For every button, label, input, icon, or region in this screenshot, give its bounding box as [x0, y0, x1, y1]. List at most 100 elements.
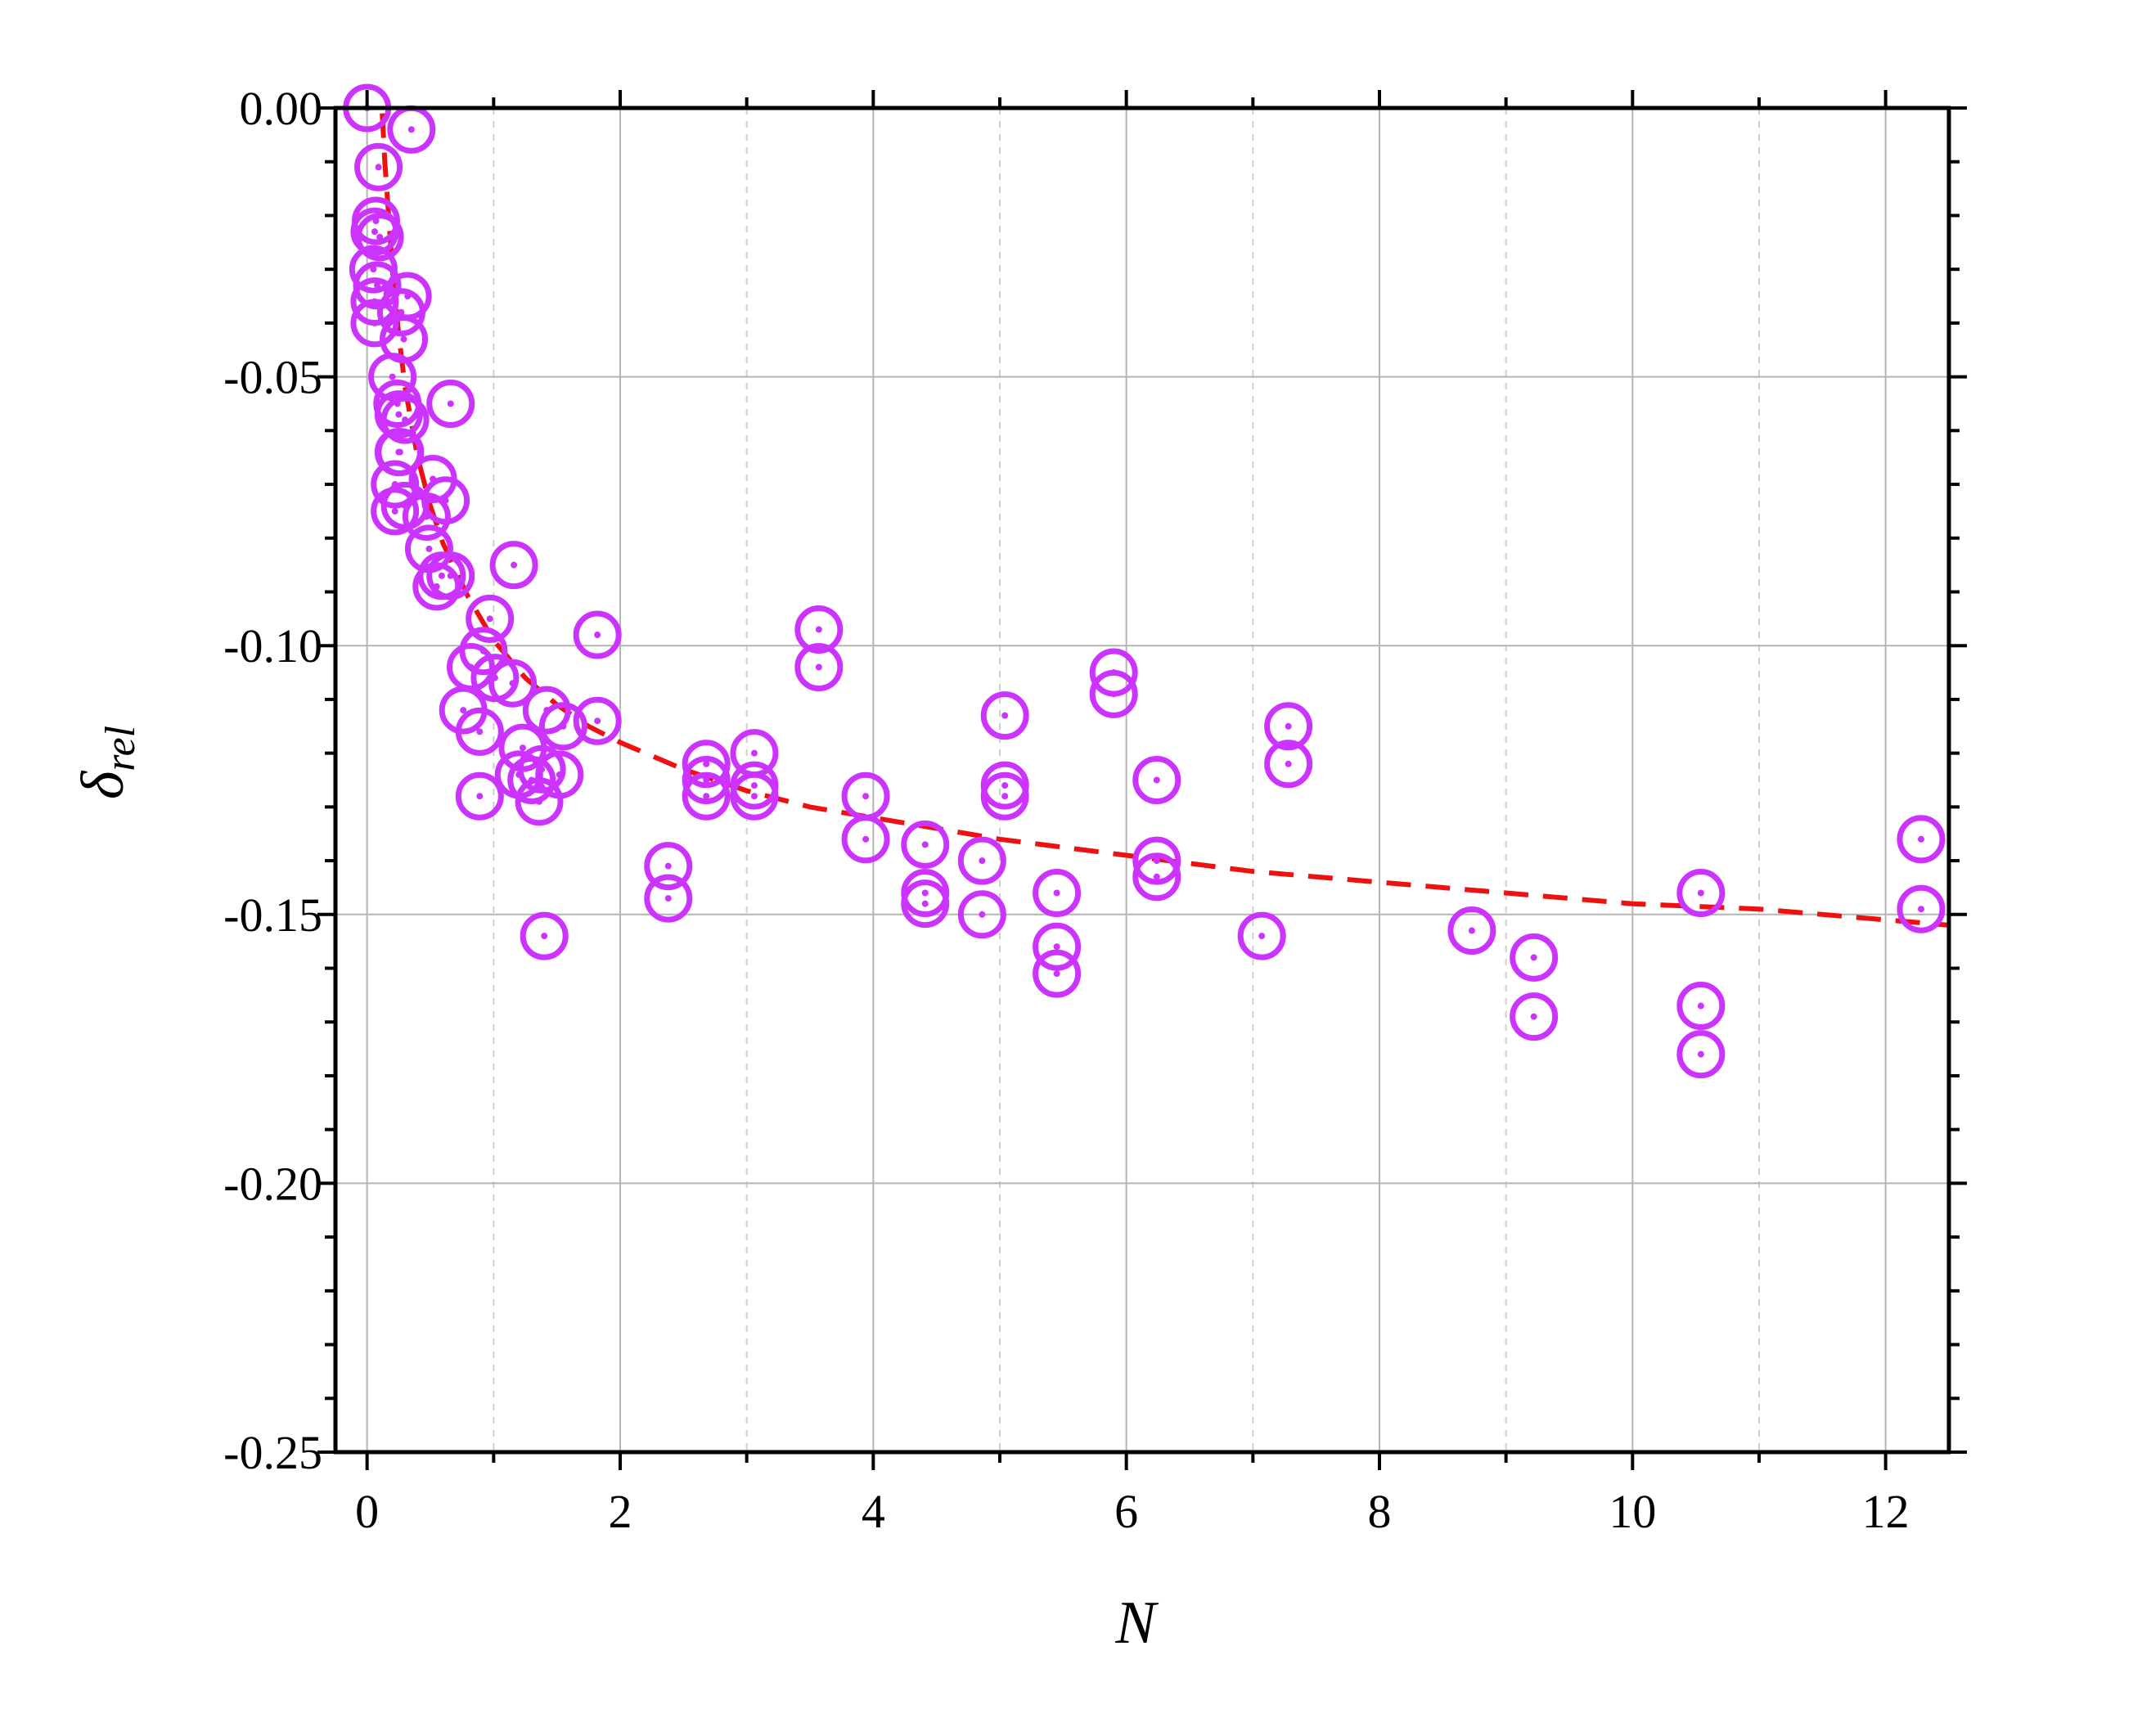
data-point — [1897, 815, 1946, 864]
data-point-dot — [1001, 793, 1009, 800]
data-point-dot — [433, 582, 440, 590]
data-point-dot — [476, 793, 484, 800]
data-point-ring — [573, 610, 622, 659]
data-point — [1897, 884, 1946, 933]
data-point-ring — [520, 911, 569, 960]
data-point — [489, 541, 538, 590]
data-point — [371, 487, 420, 536]
data-point-dot — [400, 335, 407, 343]
data-point-ring — [374, 390, 423, 439]
data-point-ring — [368, 353, 417, 402]
data-point-dot — [375, 164, 382, 171]
data-point-ring — [376, 288, 425, 337]
data-point-dot — [511, 561, 518, 569]
data-point-dot — [1153, 776, 1160, 784]
data-point-dot — [921, 900, 929, 907]
data-point-dot — [371, 228, 378, 236]
data-point — [682, 771, 731, 821]
data-point — [350, 277, 399, 326]
data-point — [980, 761, 1029, 810]
data-point-dot — [425, 545, 433, 552]
data-point — [1676, 1030, 1726, 1079]
data-point — [980, 691, 1029, 740]
x-tick-label: 12 — [1862, 1485, 1910, 1538]
data-point-ring — [841, 815, 890, 864]
data-point-ring — [682, 756, 731, 804]
data-point-dot — [1153, 857, 1160, 865]
y-tick-label: -0.25 — [223, 1426, 322, 1479]
data-point — [488, 659, 538, 708]
data-point-dot — [750, 782, 758, 789]
data-point-ring — [1033, 922, 1082, 971]
data-point — [957, 836, 1006, 885]
data-point-dot — [460, 707, 467, 714]
x-tick-label: 8 — [1368, 1485, 1392, 1538]
data-point-ring — [371, 487, 420, 536]
data-point — [794, 605, 844, 654]
data-point — [380, 395, 430, 444]
data-point-dot — [1258, 933, 1266, 940]
data-point-ring — [682, 740, 731, 789]
data-point — [374, 428, 423, 477]
data-point-ring — [957, 836, 1006, 885]
data-point — [353, 261, 402, 310]
data-point-ring — [371, 460, 420, 509]
x-tick-label: 4 — [862, 1485, 885, 1538]
data-point-dot — [1285, 760, 1292, 767]
data-point-dot — [536, 798, 543, 805]
data-point-dot — [391, 507, 398, 515]
plot-frame — [333, 106, 1951, 1455]
data-point-ring — [1264, 740, 1313, 789]
data-point — [1447, 906, 1496, 956]
data-point-dot — [594, 632, 601, 639]
data-point-ring — [1676, 869, 1726, 918]
x-tick-label: 6 — [1114, 1485, 1138, 1538]
data-point — [355, 213, 404, 262]
x-tick-label: 10 — [1609, 1485, 1656, 1538]
data-point-dot — [1053, 943, 1060, 951]
data-point-ring — [455, 707, 504, 756]
data-point-dot — [862, 835, 870, 843]
data-point — [1264, 702, 1313, 751]
data-point-dot — [1917, 835, 1924, 843]
data-point — [1033, 869, 1082, 918]
data-point — [387, 105, 436, 154]
data-point-dot — [438, 572, 445, 579]
data-point-dot — [703, 760, 710, 767]
data-point-dot — [395, 411, 403, 418]
data-point-ring — [522, 686, 571, 735]
data-point-dot — [541, 933, 548, 940]
data-point — [455, 707, 504, 756]
data-point-ring — [488, 659, 538, 708]
data-point-dot — [1110, 690, 1118, 698]
data-point-dot — [1001, 712, 1009, 719]
data-point-ring — [380, 395, 430, 444]
data-point-ring — [1132, 836, 1181, 885]
data-point-ring — [1897, 884, 1946, 933]
data-point — [515, 777, 564, 826]
data-point-ring — [980, 771, 1029, 821]
data-point-dot — [750, 749, 758, 757]
data-point — [901, 869, 950, 918]
data-point-ring — [354, 142, 403, 191]
data-point-ring — [350, 207, 399, 256]
data-point — [1089, 669, 1138, 718]
data-point — [644, 874, 693, 923]
data-point-dot — [560, 722, 567, 730]
data-point-dot — [486, 615, 493, 623]
data-point-ring — [980, 691, 1029, 740]
data-point — [841, 771, 890, 821]
data-point — [350, 207, 399, 256]
y-axis-subscript: rel — [97, 726, 144, 771]
data-point-dot — [509, 680, 516, 687]
data-point-dot — [389, 373, 396, 380]
data-point-ring — [1237, 911, 1286, 960]
data-point-ring — [644, 874, 693, 923]
data-point — [1676, 982, 1726, 1031]
data-point-ring — [1132, 756, 1181, 804]
data-point-dot — [1053, 970, 1060, 978]
data-point-ring — [1676, 1030, 1726, 1079]
data-point — [412, 562, 461, 611]
data-point-ring — [1264, 702, 1313, 751]
data-point — [980, 771, 1029, 821]
